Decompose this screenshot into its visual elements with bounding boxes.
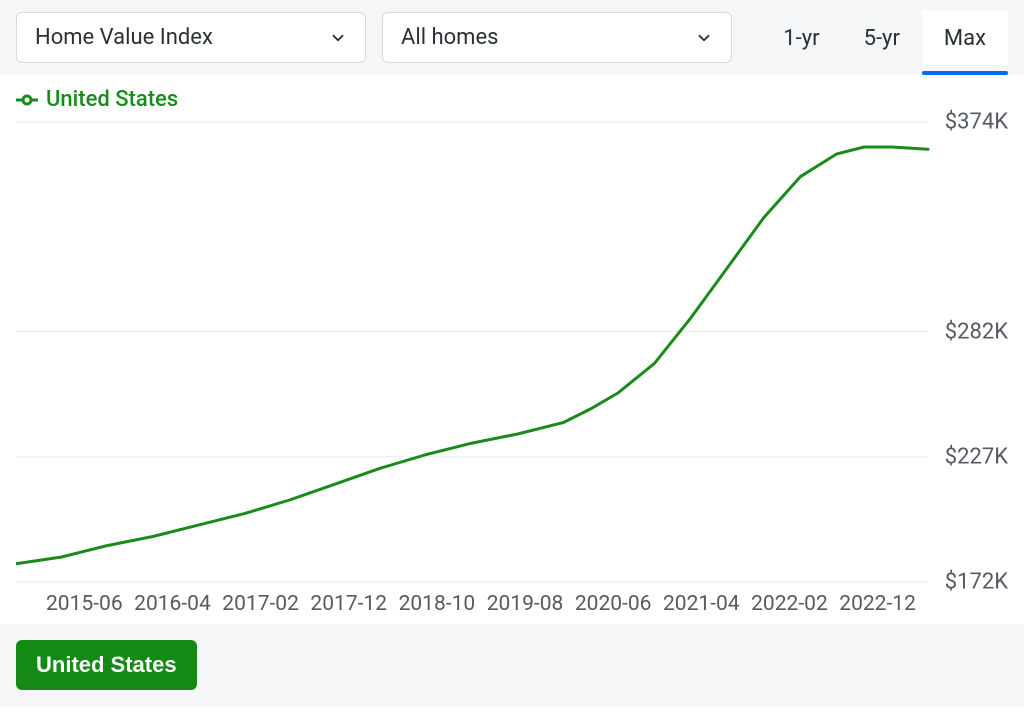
chart-plot: $172K$227K$282K$374K2015-062016-042017-0… [16,114,1008,624]
region-button[interactable]: United States [16,640,197,690]
chevron-down-icon [329,29,347,47]
x-axis-label: 2017-02 [222,592,299,624]
x-axis-label: 2020-06 [575,592,652,624]
home-type-dropdown-label: All homes [401,25,499,50]
x-axis-label: 2017-12 [310,592,387,624]
x-axis-label: 2019-08 [487,592,564,624]
footer-bar: United States [0,624,1024,706]
tab-5yr[interactable]: 5-yr [842,10,922,65]
x-axis-label: 2018-10 [399,592,476,624]
tab-1yr[interactable]: 1-yr [761,10,841,65]
chevron-down-icon [695,29,713,47]
chart-area: United States $172K$227K$282K$374K2015-0… [0,75,1024,624]
controls-bar: Home Value Index All homes 1-yr5-yrMax [0,0,1024,75]
tab-max[interactable]: Max [922,10,1008,65]
range-tabs: 1-yr5-yrMax [761,10,1008,65]
x-axis-label: 2015-06 [46,592,123,624]
home-type-dropdown[interactable]: All homes [382,12,732,63]
x-axis-label: 2021-04 [663,592,740,624]
legend-marker-icon [16,94,38,106]
x-axis-label: 2016-04 [134,592,211,624]
metric-dropdown-label: Home Value Index [35,25,213,50]
legend-series-label: United States [46,87,178,112]
x-axis-label: 2022-02 [751,592,828,624]
legend: United States [16,83,1008,114]
x-axis-labels: 2015-06 2016-04 2017-02 2017-12 2018-10 2019-… [16,592,928,624]
x-axis-label: 2022-12 [839,592,916,624]
metric-dropdown[interactable]: Home Value Index [16,12,366,63]
